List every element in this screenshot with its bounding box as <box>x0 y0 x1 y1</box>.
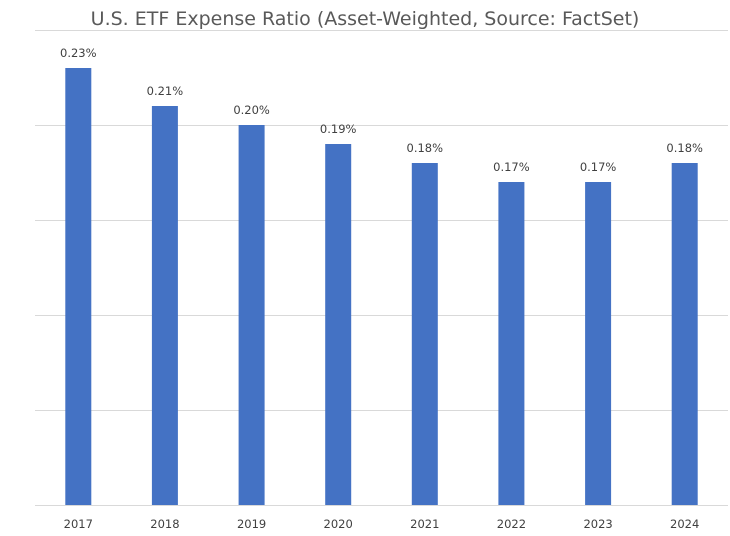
data-label-2024: 0.18% <box>666 141 703 155</box>
x-tick-label-2018: 2018 <box>150 517 179 531</box>
bar-2022 <box>498 182 525 505</box>
x-tick-label-2019: 2019 <box>237 517 266 531</box>
chart-title: U.S. ETF Expense Ratio (Asset-Weighted, … <box>91 8 640 30</box>
data-label-2018: 0.21% <box>147 84 184 98</box>
data-label-2022: 0.17% <box>493 160 530 174</box>
x-tick-label-2020: 2020 <box>324 517 353 531</box>
data-labels: 0.23% 0.21% 0.20% 0.19% 0.18% 0.17% 0.17% 0.18% <box>60 46 703 174</box>
data-label-2020: 0.19% <box>320 122 357 136</box>
bar-2020 <box>325 144 352 505</box>
bar-2023 <box>585 182 612 505</box>
bars <box>65 68 698 505</box>
bar-2019 <box>238 125 265 505</box>
data-label-2017: 0.23% <box>60 46 97 60</box>
x-axis-tick-labels: 2017 2018 2019 2020 2021 2022 2023 2024 <box>64 517 700 531</box>
bar-2021 <box>411 163 438 505</box>
bar-2017 <box>65 68 92 505</box>
x-tick-label-2021: 2021 <box>410 517 439 531</box>
data-label-2021: 0.18% <box>407 141 444 155</box>
data-label-2023: 0.17% <box>580 160 617 174</box>
gridlines <box>35 30 728 506</box>
data-label-2019: 0.20% <box>233 103 270 117</box>
bar-2024 <box>671 163 698 505</box>
x-tick-label-2022: 2022 <box>497 517 526 531</box>
x-tick-label-2023: 2023 <box>583 517 612 531</box>
x-tick-label-2017: 2017 <box>64 517 93 531</box>
bar-2018 <box>151 106 178 505</box>
x-tick-label-2024: 2024 <box>670 517 699 531</box>
